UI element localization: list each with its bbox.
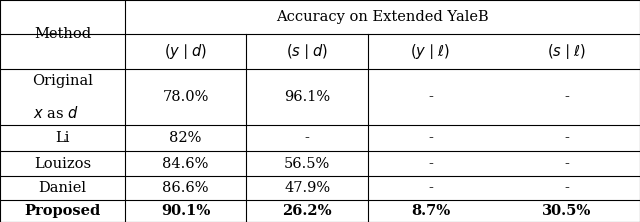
Text: -: - bbox=[564, 90, 569, 104]
Text: Method: Method bbox=[34, 27, 91, 42]
Text: -: - bbox=[564, 131, 569, 145]
Text: -: - bbox=[305, 131, 310, 145]
Text: Daniel: Daniel bbox=[38, 181, 86, 195]
Text: -: - bbox=[428, 131, 433, 145]
Text: -: - bbox=[564, 157, 569, 171]
Text: Li: Li bbox=[55, 131, 70, 145]
Text: 8.7%: 8.7% bbox=[411, 204, 450, 218]
Text: -: - bbox=[428, 90, 433, 104]
Text: Louizos: Louizos bbox=[34, 157, 91, 171]
Text: 78.0%: 78.0% bbox=[163, 90, 209, 104]
Text: 56.5%: 56.5% bbox=[284, 157, 330, 171]
Text: 86.6%: 86.6% bbox=[163, 181, 209, 195]
Text: -: - bbox=[428, 181, 433, 195]
Text: 84.6%: 84.6% bbox=[163, 157, 209, 171]
Text: -: - bbox=[564, 181, 569, 195]
Text: 90.1%: 90.1% bbox=[161, 204, 211, 218]
Text: $x$ as $d$: $x$ as $d$ bbox=[33, 105, 79, 121]
Text: Original: Original bbox=[32, 74, 93, 88]
Text: $(y \mid d)$: $(y \mid d)$ bbox=[164, 42, 207, 61]
Text: $(s \mid \ell)$: $(s \mid \ell)$ bbox=[547, 42, 586, 61]
Text: Accuracy on Extended YaleB: Accuracy on Extended YaleB bbox=[276, 10, 489, 24]
Text: $(s \mid d)$: $(s \mid d)$ bbox=[286, 42, 328, 61]
Text: -: - bbox=[428, 157, 433, 171]
Text: $(y \mid \ell)$: $(y \mid \ell)$ bbox=[410, 42, 451, 61]
Text: 47.9%: 47.9% bbox=[284, 181, 330, 195]
Text: 26.2%: 26.2% bbox=[282, 204, 332, 218]
Text: 96.1%: 96.1% bbox=[284, 90, 330, 104]
Text: Proposed: Proposed bbox=[24, 204, 100, 218]
Text: 30.5%: 30.5% bbox=[541, 204, 591, 218]
Text: 82%: 82% bbox=[170, 131, 202, 145]
